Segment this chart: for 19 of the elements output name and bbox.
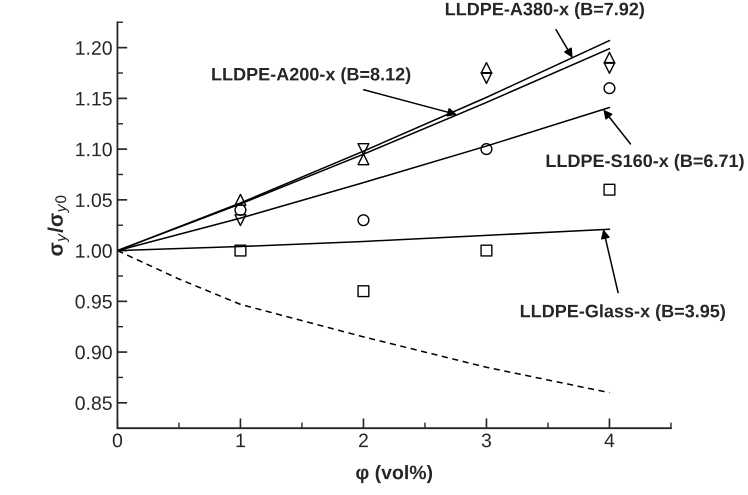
y-tick-label: 1.10	[76, 142, 112, 156]
x-tick-label: 3	[482, 434, 491, 448]
y-tick-label: 0.90	[75, 346, 112, 360]
x-tick-label: 4	[604, 434, 614, 448]
x-axis-title: φ (vol%)	[356, 465, 432, 484]
y-tick-label: 1.20	[76, 41, 112, 55]
y-tick-label: 1.00	[76, 244, 112, 258]
y-tick-label: 0.85	[75, 396, 112, 410]
y-tick-label: 0.95	[75, 294, 112, 309]
annotation: LLDPE-A380-x (B=7.92)	[446, 2, 644, 19]
annotation: LLDPE-A200-x (B=8.12)	[212, 67, 410, 84]
y-tick-label: 1.15	[76, 92, 112, 106]
annotation: LLDPE-S160-x (B=6.71)	[546, 154, 744, 171]
x-tick-label: 2	[359, 434, 368, 448]
y-tick-label: 1.05	[76, 193, 112, 208]
y-axis-title: σ$_{y}$/σ$_{y0}$	[48, 196, 70, 256]
x-tick-label: 0	[112, 434, 122, 448]
x-tick-label: 1	[236, 434, 245, 448]
annotation: LLDPE-Glass-x (B=3.95)	[520, 304, 725, 322]
